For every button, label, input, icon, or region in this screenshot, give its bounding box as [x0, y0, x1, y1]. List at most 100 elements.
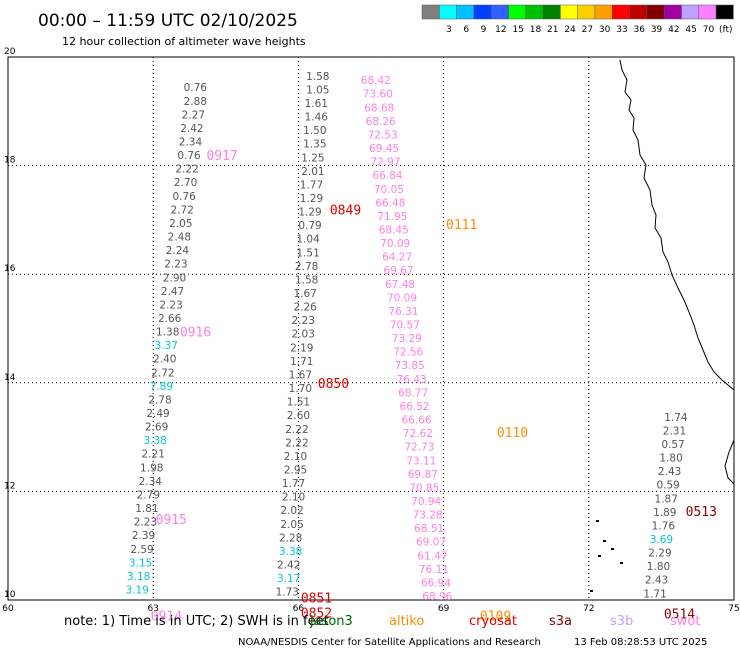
satellite-name: s3b — [610, 614, 633, 629]
swh-value: 2.02 — [280, 505, 303, 517]
coastline-south — [724, 439, 735, 485]
swh-value: 70.09 — [380, 238, 410, 250]
swh-value: 2.26 — [293, 302, 317, 314]
footer-note: note: 1) Time is in UTC; 2) SWH is in fe… — [64, 614, 329, 629]
swh-value: 1.58 — [295, 274, 318, 286]
legend-label: 15 — [512, 25, 523, 35]
legend-label: 30 — [599, 25, 611, 35]
swh-value: 69.87 — [408, 469, 438, 481]
swh-value: 3.37 — [155, 340, 178, 352]
legend-swatch — [439, 4, 457, 20]
swh-value: 2.95 — [284, 464, 307, 476]
color-legend: 3 6 9 12 15 18 21 24 27 30 33 36 39 42 45 70 (ft) — [421, 4, 734, 35]
swh-value: 68.68 — [364, 102, 394, 114]
swh-value: 1.04 — [296, 234, 320, 246]
swh-value: 68.42 — [361, 75, 391, 87]
swh-value: 1.35 — [303, 139, 326, 151]
pass-time-label: 0850 — [318, 377, 349, 392]
legend-label: 6 — [463, 25, 469, 35]
legend-swatch — [629, 4, 648, 20]
y-tick-label: 12 — [4, 481, 15, 491]
plot-frame — [7, 56, 735, 601]
pass-time-label: 0915 — [156, 513, 187, 528]
swh-value: 69.45 — [369, 143, 399, 155]
swh-value: 71.95 — [377, 211, 407, 223]
x-tick-label: 69 — [438, 604, 450, 614]
legend-label: 21 — [547, 25, 558, 35]
swh-value: 70.05 — [374, 184, 404, 196]
swh-value: 1.51 — [287, 397, 310, 409]
wave-height-values: 0.762.882.272.422.340.762.222.700.762.72… — [126, 71, 688, 603]
swh-value: 68.77 — [398, 387, 428, 399]
swh-value: 1.38 — [156, 327, 179, 339]
swh-value: 2.05 — [280, 519, 303, 531]
grid — [8, 57, 734, 600]
legend-swatch — [525, 4, 544, 20]
swh-value: 1.58 — [306, 71, 329, 83]
swh-value: 2.10 — [284, 451, 307, 463]
legend-swatch — [490, 4, 509, 20]
swh-value: 2.19 — [290, 342, 313, 354]
swh-value: 2.22 — [175, 164, 198, 176]
swh-value: 68.51 — [414, 523, 444, 535]
swh-value: 1.80 — [647, 561, 670, 573]
swh-value: 1.51 — [296, 247, 319, 259]
x-tick-label: 66 — [293, 604, 305, 614]
swh-value: 2.88 — [184, 96, 207, 108]
swh-value: 2.69 — [145, 422, 168, 434]
swh-value: 1.76 — [652, 520, 676, 532]
chart-subtitle: 12 hour collection of altimeter wave hei… — [62, 35, 306, 48]
y-tick-label: 14 — [4, 373, 16, 383]
swh-value: 2.39 — [132, 530, 155, 542]
swh-value: 72.53 — [368, 129, 398, 141]
swh-value: 1.70 — [289, 383, 312, 395]
swh-value: 2.05 — [169, 218, 192, 230]
island — [590, 590, 593, 592]
satellite-name: altiko — [389, 614, 424, 629]
swh-value: 2.48 — [168, 232, 191, 244]
satellite-name: jason3 — [309, 614, 353, 629]
pass-time-label: 0514 — [664, 607, 695, 622]
swh-value: 72.73 — [404, 442, 434, 454]
coastline-mainland — [619, 59, 735, 391]
legend-label: 36 — [634, 25, 646, 35]
swh-value: 1.29 — [300, 193, 323, 205]
swh-value: 2.42 — [277, 560, 300, 572]
swh-value: 1.89 — [653, 507, 676, 519]
swh-value: 72.62 — [403, 428, 433, 440]
x-tick-label: 60 — [2, 604, 14, 614]
swh-value: 70.57 — [390, 320, 420, 332]
swh-value: 0.76 — [172, 191, 196, 203]
swh-value: 2.72 — [151, 367, 174, 379]
island — [620, 562, 623, 564]
swh-value: 66.94 — [421, 577, 451, 589]
pass-time-label: 0111 — [446, 218, 477, 233]
swh-value: 69.07 — [416, 537, 446, 549]
swh-value: 2.78 — [295, 261, 318, 273]
satellite-name: swot — [670, 614, 700, 629]
swh-value: 3.69 — [650, 534, 673, 546]
swh-value: 2.23 — [134, 517, 157, 529]
swh-value: 2.28 — [279, 532, 302, 544]
swh-value: 2.78 — [148, 394, 171, 406]
swh-value: 2.22 — [285, 437, 308, 449]
legend-label: 70 — [703, 25, 715, 35]
legend-label: 18 — [530, 25, 542, 35]
legend-swatch — [508, 4, 527, 20]
swh-value: 1.05 — [306, 84, 329, 96]
legend-label: 39 — [651, 25, 663, 35]
y-tick-label: 16 — [4, 264, 16, 274]
swh-value: 2.49 — [146, 408, 169, 420]
footer: note: 1) Time is in UTC; 2) SWH is in fe… — [64, 614, 707, 648]
legend-swatch — [663, 4, 682, 20]
swh-value: 2.42 — [180, 123, 203, 135]
swh-value: 68.45 — [379, 224, 409, 236]
swh-value: 1.77 — [300, 179, 323, 191]
swh-value: 2.90 — [163, 272, 186, 284]
swh-value: 61.47 — [417, 550, 447, 562]
swh-value: 1.74 — [664, 412, 688, 424]
swh-value: 66.52 — [400, 401, 430, 413]
pass-time-label: 0109 — [480, 610, 511, 625]
swh-value: 2.79 — [137, 489, 160, 501]
